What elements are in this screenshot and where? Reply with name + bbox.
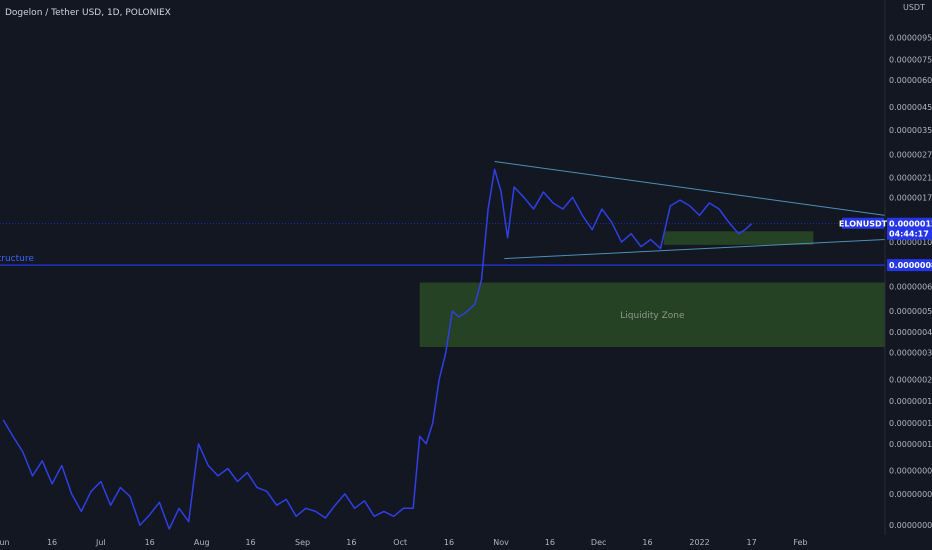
x-tick-label: 16	[444, 538, 454, 547]
x-tick-label: 16	[642, 538, 652, 547]
chart-title: Dogelon / Tether USD, 1D, POLONIEX	[5, 8, 171, 18]
x-tick-label: Jul	[95, 538, 106, 547]
x-tick-label: 16	[47, 538, 57, 547]
zone-box-0	[419, 282, 885, 347]
y-tick-label: 0.00000007	[889, 490, 932, 499]
zone-box-1	[663, 231, 814, 245]
symbol-tag-label: ELONUSDT	[839, 220, 888, 229]
countdown-value: 04:44:17	[889, 230, 929, 239]
trend-line-0	[494, 160, 886, 216]
y-tick-label: 0.00000105	[889, 238, 932, 247]
x-tick-label: 17	[747, 538, 757, 547]
symbol-tag	[842, 217, 884, 229]
y-tick-label: 0.00000032	[889, 349, 932, 358]
x-tick-label: Oct	[393, 538, 407, 547]
last-price-value: 0.00000128	[889, 220, 932, 229]
x-tick-label: 16	[545, 538, 555, 547]
structure-price-value: 0.00000082	[889, 261, 932, 270]
y-tick-label: 0.00000024	[889, 375, 932, 384]
structure-level-label: Structure	[0, 254, 34, 264]
structure-price-tag	[887, 259, 932, 272]
zone-label: Liquidity Zone	[620, 311, 685, 321]
last-price-tag	[887, 217, 932, 240]
zones-layer: Liquidity Zone	[419, 231, 885, 347]
x-tick-label: Nov	[493, 538, 509, 547]
y-tick-label: 0.00000009	[889, 467, 932, 476]
x-tick-label: Dec	[591, 538, 606, 547]
x-tick-label: 16	[145, 538, 155, 547]
x-tick-label: Jun	[0, 538, 10, 547]
x-tick-label: 16	[346, 538, 356, 547]
x-tick-label: Aug	[194, 538, 210, 547]
x-axis[interactable]: Jun 16 Jul 16 Aug 16 Sep 16 Oct 16 Nov 16 Dec 16 2022 1…	[0, 538, 807, 547]
y-tick-label: 0.00000065	[889, 283, 932, 292]
y-tick-label: 0.00000005	[889, 521, 932, 530]
level-layer: Structure	[0, 223, 885, 266]
x-tick-label: Feb	[793, 538, 807, 547]
y-tick-label: 0.00000012	[889, 440, 932, 449]
x-tick-label: Sep	[295, 538, 310, 547]
y-unit-label: USDT	[903, 3, 925, 12]
trend-line-1	[504, 239, 886, 260]
y-tick-label: 0.00000019	[889, 397, 932, 406]
y-tick-label: 0.00000015	[889, 419, 932, 428]
trend-lines-layer	[494, 160, 886, 260]
series-layer	[2, 168, 753, 530]
price-series-line	[2, 168, 753, 530]
x-tick-label: 16	[245, 538, 255, 547]
x-tick-label: 2022	[689, 538, 709, 547]
